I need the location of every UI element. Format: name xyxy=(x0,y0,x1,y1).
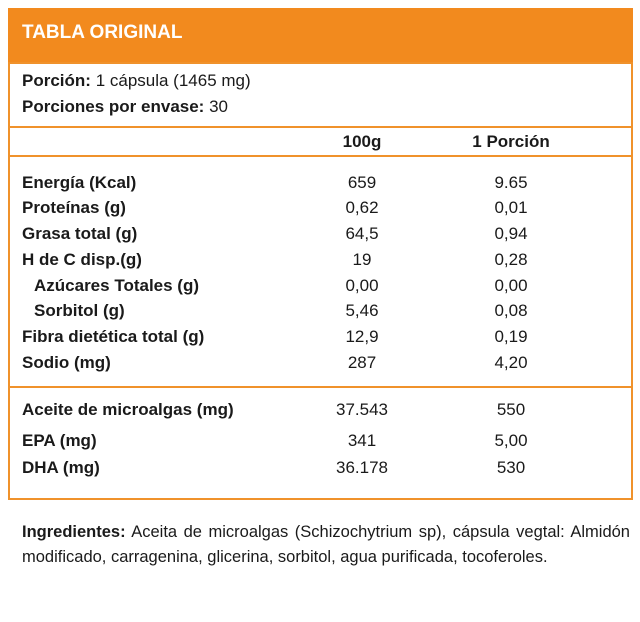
value-100g: 287 xyxy=(347,353,377,372)
portion-label: Porción: xyxy=(22,71,91,90)
row-label: Aceite de microalgas (mg) xyxy=(22,400,234,419)
row-label: EPA (mg) xyxy=(22,431,97,450)
value-100g: 5,46 xyxy=(345,301,379,320)
portion-line: Porción: 1 cápsula (1465 mg) xyxy=(22,71,251,91)
portion-value: 1 cápsula (1465 mg) xyxy=(95,71,251,90)
row-label: H de C disp.(g) xyxy=(22,250,142,269)
value-portion: 550 xyxy=(496,400,526,419)
value-portion: 4,20 xyxy=(494,353,528,372)
value-100g: 37.543 xyxy=(336,400,388,419)
table-title: TABLA ORIGINAL xyxy=(22,22,183,43)
value-portion: 0,28 xyxy=(494,250,528,269)
servings-value: 30 xyxy=(209,97,228,116)
value-100g: 0,00 xyxy=(345,276,379,295)
column-header: 100g xyxy=(342,132,382,151)
ingredients-text: Aceita de microalgas (Schizochytrium sp)… xyxy=(22,523,630,566)
value-portion: 530 xyxy=(496,458,526,477)
row-label: Grasa total (g) xyxy=(22,224,138,243)
value-portion: 0,01 xyxy=(494,198,528,217)
divider xyxy=(10,62,631,64)
row-label: Sodio (mg) xyxy=(22,353,111,372)
row-label: Fibra dietética total (g) xyxy=(22,327,205,346)
value-100g: 12,9 xyxy=(345,327,379,346)
ingredients: Ingredientes: Aceita de microalgas (Schi… xyxy=(22,520,630,570)
ingredients-label: Ingredientes: xyxy=(22,523,126,541)
value-portion: 5,00 xyxy=(494,431,528,450)
value-100g: 64,5 xyxy=(345,224,379,243)
servings-label: Porciones por envase: xyxy=(22,97,205,116)
value-100g: 36.178 xyxy=(336,458,388,477)
value-100g: 0,62 xyxy=(345,198,379,217)
value-portion: 0,94 xyxy=(494,224,528,243)
row-label: Azúcares Totales (g) xyxy=(34,276,200,295)
divider xyxy=(10,386,631,388)
value-portion: 9.65 xyxy=(494,173,528,192)
value-portion: 0,08 xyxy=(494,301,528,320)
row-label: Proteínas (g) xyxy=(22,198,126,217)
divider xyxy=(10,155,631,157)
divider xyxy=(10,126,631,128)
row-label: DHA (mg) xyxy=(22,458,100,477)
row-label: Sorbitol (g) xyxy=(34,301,125,320)
column-header: 1 Porción xyxy=(472,132,550,151)
servings-line: Porciones por envase: 30 xyxy=(22,97,228,117)
value-portion: 0,19 xyxy=(494,327,528,346)
value-100g: 341 xyxy=(347,431,377,450)
header-bar xyxy=(8,8,633,62)
value-100g: 659 xyxy=(347,173,377,192)
value-portion: 0,00 xyxy=(494,276,528,295)
value-100g: 19 xyxy=(352,250,372,269)
row-label: Energía (Kcal) xyxy=(22,173,137,192)
